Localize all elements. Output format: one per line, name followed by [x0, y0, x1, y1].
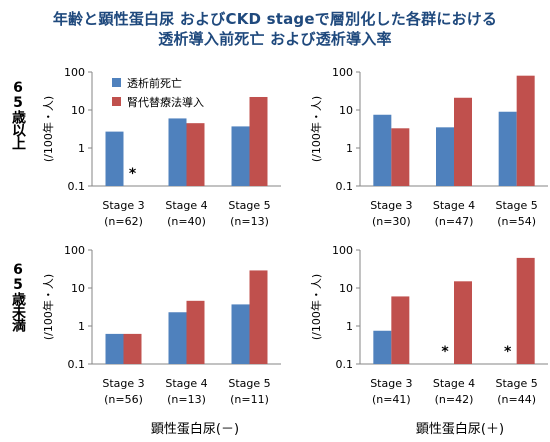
x-tick-n-label: (n=13): [167, 393, 206, 406]
bar-renal-replacement: [391, 296, 410, 364]
x-tick-label: Stage 4: [433, 199, 475, 212]
row-label-65-and-over: 65歳以上: [10, 80, 26, 149]
y-axis-label: (/100年・人): [41, 274, 55, 340]
x-tick-n-label: (n=56): [104, 393, 143, 406]
x-tick-n-label: (n=42): [435, 393, 474, 406]
y-axis-label: (/100年・人): [309, 274, 323, 340]
asterisk-annotation: *: [441, 344, 449, 360]
row-label-under-65: 65歳未満: [10, 262, 26, 331]
bar-pre-dialysis-death: [498, 111, 517, 186]
x-tick-label: Stage 4: [165, 199, 207, 212]
y-tick-label: 0.1: [336, 180, 354, 193]
y-tick-label: 10: [71, 104, 85, 117]
x-tick-n-label: (n=62): [104, 215, 143, 228]
x-tick-n-label: (n=30): [372, 215, 411, 228]
x-tick-label: Stage 5: [228, 199, 270, 212]
y-tick-label: 10: [71, 282, 85, 295]
asterisk-annotation: *: [129, 166, 137, 182]
y-tick-label: 100: [332, 66, 353, 79]
y-tick-label: 1: [346, 320, 353, 333]
bar-pre-dialysis-death: [373, 330, 392, 364]
y-tick-label: 0.1: [68, 180, 86, 193]
legend-label: 腎代替療法導入: [127, 95, 204, 109]
x-tick-label: Stage 3: [370, 377, 412, 390]
x-tick-label: Stage 4: [165, 377, 207, 390]
y-tick-label: 100: [64, 66, 85, 79]
y-tick-label: 1: [346, 142, 353, 155]
y-tick-label: 0.1: [336, 358, 354, 371]
bar-renal-replacement: [249, 96, 268, 186]
asterisk-annotation: *: [504, 344, 512, 360]
bar-pre-dialysis-death: [436, 127, 454, 186]
bar-renal-replacement: [516, 257, 535, 364]
x-tick-label: Stage 3: [102, 199, 144, 212]
x-tick-n-label: (n=54): [497, 215, 536, 228]
legend-swatch: [112, 97, 121, 106]
bar-renal-replacement: [123, 333, 142, 364]
x-tick-label: Stage 3: [102, 377, 144, 390]
bar-pre-dialysis-death: [105, 131, 124, 186]
bar-pre-dialysis-death: [168, 118, 187, 186]
y-tick-label: 10: [339, 282, 353, 295]
x-tick-label: Stage 5: [496, 199, 538, 212]
y-tick-label: 1: [78, 320, 85, 333]
x-caption-proteinuria-positive: 顕性蛋白尿(＋): [415, 422, 505, 437]
x-tick-n-label: (n=13): [230, 215, 269, 228]
x-tick-n-label: (n=11): [230, 393, 269, 406]
x-tick-n-label: (n=44): [497, 393, 536, 406]
bar-renal-replacement: [249, 270, 268, 364]
chart-title-line-2: 透析導入前死亡 および透析導入率: [158, 30, 392, 48]
bar-pre-dialysis-death: [373, 114, 392, 186]
bar-pre-dialysis-death: [168, 312, 187, 364]
bar-renal-replacement: [454, 281, 472, 364]
legend-swatch: [112, 78, 121, 87]
y-tick-label: 100: [332, 244, 353, 257]
bar-renal-replacement: [391, 128, 410, 186]
x-tick-n-label: (n=47): [435, 215, 474, 228]
x-tick-label: Stage 4: [433, 377, 475, 390]
x-tick-n-label: (n=41): [372, 393, 411, 406]
bar-renal-replacement: [454, 97, 472, 186]
y-tick-label: 1: [78, 142, 85, 155]
bar-renal-replacement: [186, 300, 205, 364]
legend-label: 透析前死亡: [127, 76, 182, 90]
y-tick-label: 0.1: [68, 358, 86, 371]
x-tick-n-label: (n=40): [167, 215, 206, 228]
x-tick-label: Stage 3: [370, 199, 412, 212]
bar-pre-dialysis-death: [231, 304, 250, 364]
bar-pre-dialysis-death: [231, 126, 250, 186]
y-tick-label: 100: [64, 244, 85, 257]
x-caption-proteinuria-negative: 顕性蛋白尿(－): [150, 422, 240, 437]
y-axis-label: (/100年・人): [41, 96, 55, 162]
bar-renal-replacement: [516, 75, 535, 186]
chart-title-line-1: 年齢と顕性蛋白尿 およびCKD stageで層別化した各群における: [52, 10, 498, 28]
bar-pre-dialysis-death: [105, 333, 124, 364]
y-axis-label: (/100年・人): [309, 96, 323, 162]
bar-renal-replacement: [186, 123, 205, 186]
x-tick-label: Stage 5: [228, 377, 270, 390]
x-tick-label: Stage 5: [496, 377, 538, 390]
y-tick-label: 10: [339, 104, 353, 117]
